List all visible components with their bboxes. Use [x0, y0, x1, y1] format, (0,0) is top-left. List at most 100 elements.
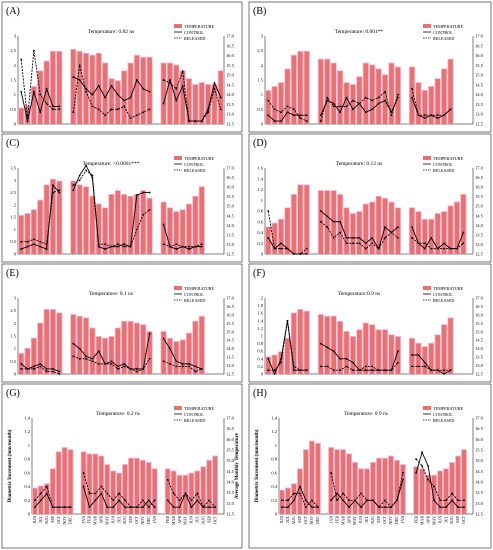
- released-point: [142, 368, 145, 370]
- released-point: [175, 243, 178, 246]
- released-point: [358, 369, 361, 372]
- released-point: [45, 243, 48, 246]
- temperature-bar: [128, 321, 133, 374]
- released-point: [423, 114, 426, 117]
- control-point: [305, 253, 308, 255]
- x-tick-label: AUG: [200, 516, 205, 525]
- temperature-bar: [357, 330, 362, 374]
- y-tick-right: 13.0: [226, 112, 235, 117]
- released-point: [402, 471, 404, 474]
- legend-label-temperature: TEMPERATURE: [433, 24, 463, 29]
- legend-swatch-temperature: [174, 406, 182, 410]
- legend-label-control: CONTROL: [184, 292, 204, 297]
- temperature-bar: [409, 208, 415, 254]
- y-tick-left: 0.8: [257, 341, 263, 346]
- control-point: [97, 84, 100, 87]
- released-point: [280, 247, 282, 250]
- x-tick-label: MAR: [340, 516, 345, 525]
- temperature-bar: [109, 79, 114, 124]
- released-point: [190, 499, 193, 502]
- temperature-bar: [165, 469, 170, 514]
- legend-label-temperature: TEMPERATURE: [184, 286, 214, 291]
- y-tick-right: 15.0: [475, 204, 484, 209]
- released-point: [72, 111, 75, 114]
- released-point: [449, 247, 452, 250]
- temperature-bar: [455, 456, 461, 514]
- y-tick-right: 14.5: [226, 213, 235, 218]
- released-point: [390, 231, 393, 234]
- released-point: [214, 506, 217, 509]
- temperature-bar: [435, 335, 441, 374]
- legend-label-control: CONTROL: [433, 412, 453, 417]
- control-point: [345, 357, 348, 360]
- control-point: [162, 223, 165, 226]
- released-point: [178, 499, 181, 502]
- x-tick-label: MAR: [93, 516, 98, 525]
- control-point: [430, 236, 433, 239]
- released-point: [439, 499, 441, 502]
- y-tick-right: 14.5: [475, 469, 484, 474]
- temperature-bar: [344, 208, 349, 254]
- y-tick-right: 15.5: [475, 321, 484, 326]
- y-tick-left: 1.5: [10, 78, 16, 83]
- x-tick-label: OCT: [134, 515, 139, 524]
- released-point: [135, 370, 138, 373]
- released-point: [110, 245, 113, 248]
- released-point: [200, 120, 203, 122]
- y-tick-left: 0.5: [10, 239, 16, 244]
- control-point: [26, 120, 29, 122]
- temperature-bar: [134, 194, 140, 254]
- released-point: [423, 242, 426, 245]
- control-point: [364, 242, 367, 245]
- legend-label-control: CONTROL: [433, 30, 453, 35]
- temperature-bar: [71, 49, 76, 124]
- released-point: [319, 365, 322, 368]
- temperature-bar: [272, 86, 277, 124]
- released-point: [52, 108, 54, 111]
- temperature-bar: [57, 51, 62, 125]
- control-point: [267, 236, 270, 239]
- control-point: [364, 369, 367, 372]
- released-point: [417, 242, 420, 245]
- y-tick-right: 15.0: [475, 73, 484, 78]
- released-point: [39, 93, 42, 96]
- released-point: [129, 245, 132, 248]
- temperature-bar: [140, 190, 146, 254]
- y-tick-left: 3: [14, 34, 17, 39]
- control-point: [181, 84, 184, 87]
- control-point: [219, 96, 222, 99]
- released-point: [390, 369, 393, 372]
- y-tick-right: 12.5: [475, 252, 484, 257]
- y-tick-right: 16.0: [226, 312, 235, 317]
- y-tick-left: 0.2: [24, 498, 30, 503]
- released-point: [411, 236, 413, 239]
- released-point: [415, 458, 418, 461]
- y-tick-left: 0: [261, 372, 264, 377]
- y-tick-left: 3: [14, 178, 17, 183]
- temperature-bar: [71, 181, 76, 254]
- x-tick-label: FEB: [165, 516, 170, 524]
- temperature-bar: [81, 452, 86, 514]
- x-tick-label: MAR: [171, 516, 176, 525]
- released-point: [462, 242, 465, 245]
- released-point: [445, 499, 447, 502]
- control-point: [299, 485, 301, 488]
- legend-swatch-temperature: [174, 24, 182, 28]
- legend-label-temperature: TEMPERATURE: [184, 406, 214, 411]
- x-tick-label: OCT: [303, 515, 308, 524]
- y-tick-right: 14.0: [475, 92, 484, 97]
- control-point: [123, 243, 126, 246]
- temperature-bar: [431, 475, 437, 514]
- temperature-bar: [174, 341, 179, 374]
- control-point: [415, 471, 418, 474]
- released-point: [196, 492, 199, 495]
- y-tick-right: 14.0: [226, 346, 235, 351]
- temperature-bar: [25, 348, 30, 374]
- control-point: [396, 350, 399, 353]
- y-tick-left: 0.5: [10, 107, 16, 112]
- control-point: [339, 220, 342, 223]
- released-point: [417, 114, 420, 117]
- released-point: [319, 120, 322, 122]
